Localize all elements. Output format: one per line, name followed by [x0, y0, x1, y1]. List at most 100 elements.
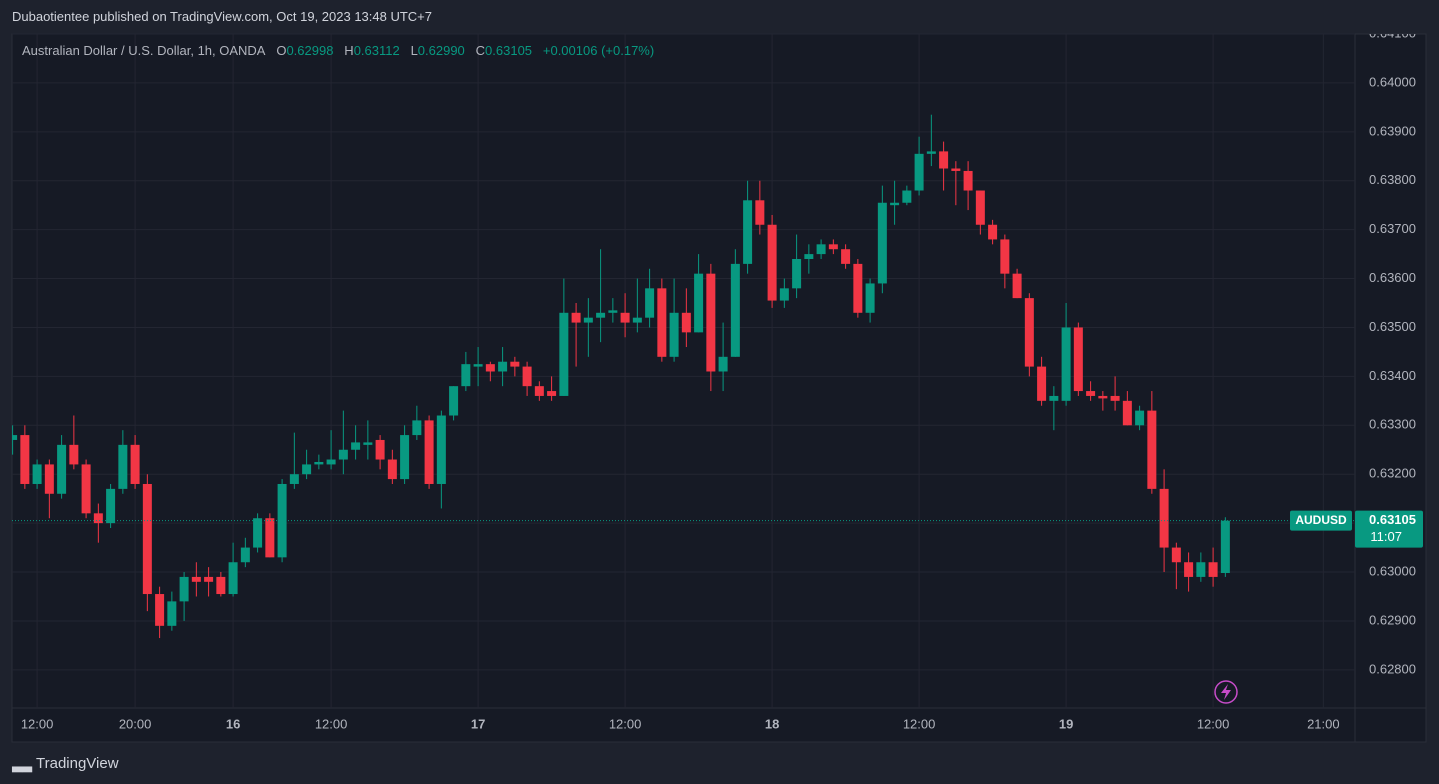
x-tick-label: 12:00: [21, 716, 54, 731]
close-value: 0.63105: [485, 43, 533, 58]
price-tag: AUDUSD 0.63105 11:07: [1290, 510, 1423, 548]
candle-body: [534, 386, 544, 396]
candle-body: [608, 310, 618, 313]
candle-body: [216, 576, 226, 595]
candle-body: [1122, 400, 1132, 426]
candle-body: [191, 576, 201, 582]
y-tick-label: 0.62800: [1369, 661, 1416, 676]
y-tick-label: 0.64100: [1369, 25, 1416, 40]
x-tick-label: 20:00: [119, 716, 152, 731]
candle-body: [130, 444, 140, 484]
change-value: +0.00106 (+0.17%): [542, 43, 655, 58]
candle-body: [1159, 488, 1169, 548]
candle-body: [767, 224, 777, 301]
candle-body: [1098, 395, 1108, 399]
candle-body: [179, 576, 189, 602]
candle-body: [240, 547, 250, 563]
y-tick-label: 0.63700: [1369, 221, 1416, 236]
candle-body: [620, 312, 630, 323]
candle-body: [1012, 273, 1022, 299]
candle-body: [228, 562, 238, 595]
candle-body: [596, 312, 606, 318]
candle-body: [988, 224, 998, 240]
symbol-tag: AUDUSD: [1295, 513, 1347, 527]
candle-body: [32, 464, 42, 484]
x-tick-label: 12:00: [315, 716, 348, 731]
candle-body: [657, 288, 667, 357]
candle-body: [547, 391, 557, 396]
candle-body: [669, 312, 679, 357]
open-value: 0.62998: [286, 43, 334, 58]
open-label: O: [276, 43, 287, 58]
candle-body: [1220, 520, 1230, 574]
candles: [12, 114, 1355, 639]
candle-body: [694, 273, 704, 333]
y-tick-label: 0.63500: [1369, 319, 1416, 334]
published-note: Dubaotientee published on TradingView.co…: [12, 9, 433, 24]
price-tag-label: 0.63105: [1369, 512, 1416, 527]
y-tick-label: 0.63300: [1369, 417, 1416, 432]
candle-body: [289, 474, 299, 484]
x-tick-label: 12:00: [1197, 716, 1230, 731]
candle-body: [510, 361, 520, 367]
candle-body: [1171, 547, 1181, 563]
candle-body: [424, 420, 434, 484]
candle-body: [914, 153, 924, 191]
symbol-title: Australian Dollar / U.S. Dollar, 1h, OAN…: [22, 43, 266, 58]
candle-body: [681, 312, 691, 333]
y-tick-label: 0.63200: [1369, 466, 1416, 481]
candle-body: [449, 386, 459, 416]
candle-body: [792, 258, 802, 289]
candle-body: [1196, 562, 1206, 577]
candle-body: [975, 190, 985, 225]
candle-body: [436, 415, 446, 484]
candle-body: [1061, 327, 1071, 401]
candle-body: [963, 170, 973, 191]
brand-logo: ▃▃: [12, 757, 32, 772]
candle-body: [167, 601, 177, 626]
candle-body: [412, 420, 422, 436]
candle-body: [363, 442, 373, 445]
brand: TradingView: [36, 755, 119, 772]
candle-body: [1037, 366, 1047, 401]
candle-body: [1184, 562, 1194, 577]
candle-body: [1086, 391, 1096, 396]
y-tick-label: 0.63000: [1369, 563, 1416, 578]
candle-body: [1147, 410, 1157, 489]
candle-body: [1135, 410, 1145, 426]
x-tick-label: 18: [765, 716, 779, 731]
candle-body: [57, 444, 67, 494]
x-tick-label: 19: [1059, 716, 1073, 731]
candle-body: [473, 364, 483, 367]
countdown: 11:07: [1370, 529, 1402, 544]
candle-body: [841, 249, 851, 264]
candle-body: [93, 513, 103, 524]
candle-body: [326, 459, 336, 465]
x-tick-label: 21:00: [1307, 716, 1340, 731]
candle-body: [559, 312, 569, 396]
x-tick-label: 12:00: [903, 716, 936, 731]
high-label: H: [344, 43, 354, 58]
y-tick-label: 0.62900: [1369, 612, 1416, 627]
candle-body: [375, 439, 385, 460]
x-axis: 12:00 20:00 16 12:00 17 12:00 18 12:00 19 12:00 21…: [21, 716, 1340, 731]
candle-body: [142, 483, 152, 595]
candle-body: [400, 435, 410, 480]
candle-body: [804, 254, 814, 259]
close-label: C: [475, 43, 486, 58]
candle-body: [645, 288, 655, 318]
high-value: 0.63112: [353, 43, 400, 58]
candle-body: [1110, 395, 1120, 401]
candle-body: [1024, 298, 1034, 367]
y-tick-label: 0.63400: [1369, 368, 1416, 383]
candle-body: [902, 190, 912, 203]
candle-body: [926, 151, 936, 154]
candle-body: [779, 288, 789, 301]
candle-body: [890, 202, 900, 206]
candle-body: [338, 449, 348, 460]
candle-body: [939, 151, 949, 169]
candle-body: [706, 273, 716, 372]
candle-body: [730, 263, 740, 357]
